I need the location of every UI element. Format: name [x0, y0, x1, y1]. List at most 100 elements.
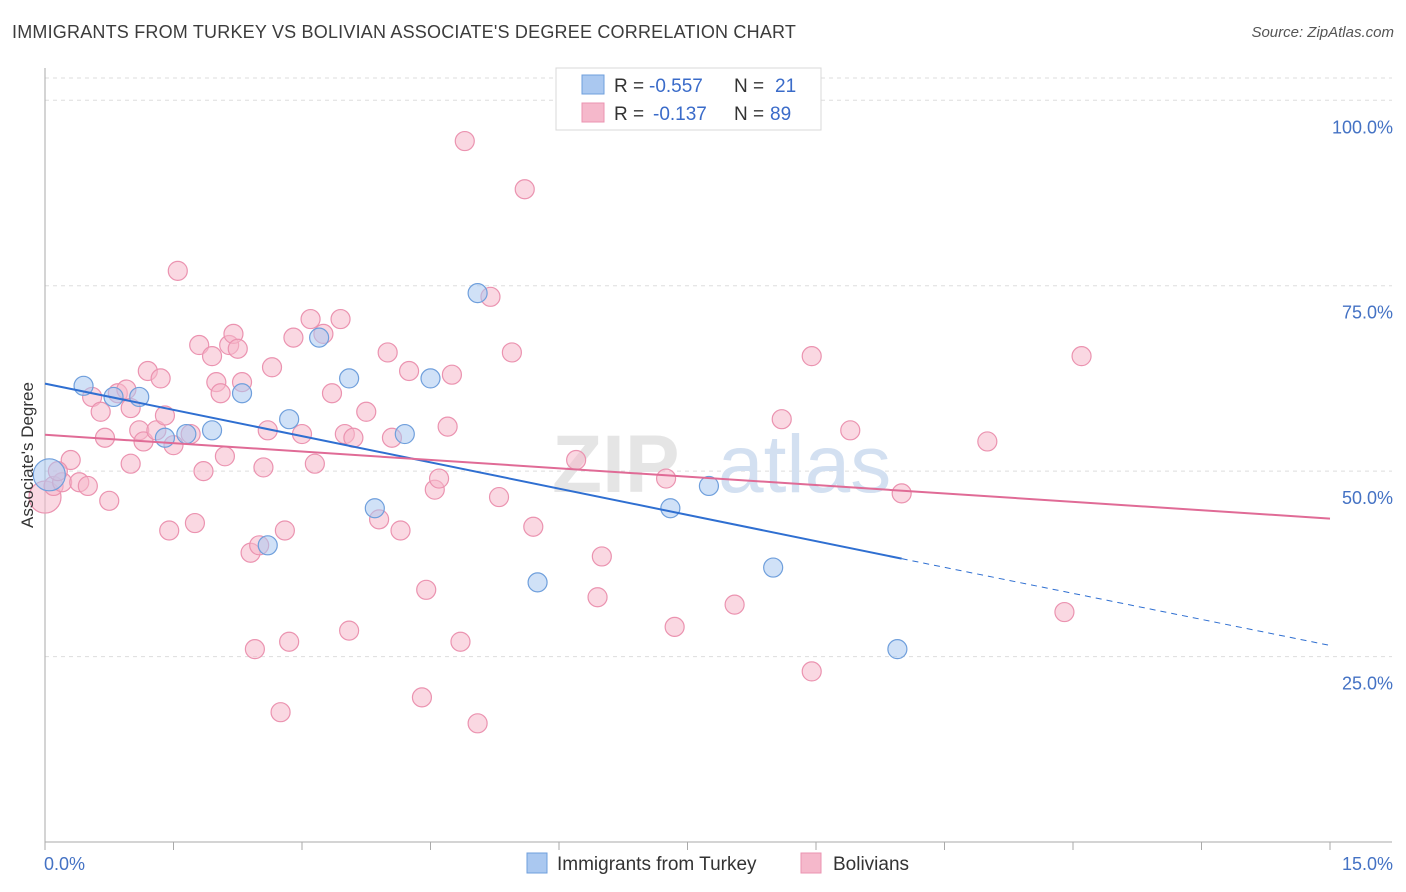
point-bolivians-82 — [840, 420, 861, 441]
legend-n-value-bolivians: 89 — [770, 104, 791, 125]
legend-swatch-bolivians — [581, 102, 605, 123]
legend-r-value-bolivians: -0.137 — [653, 104, 707, 125]
series-legend-label-bolivians: Bolivians — [833, 854, 909, 875]
point-bolivians-66 — [454, 130, 475, 152]
point-bolivians-69 — [488, 486, 510, 508]
point-bolivians-75 — [591, 546, 612, 567]
point-bolivians-77 — [664, 616, 685, 637]
legend-r-label-bolivians: R = — [614, 104, 644, 125]
point-bolivians-48 — [321, 383, 343, 404]
source-credit: Source: ZipAtlas.com — [1251, 24, 1394, 41]
point-bolivians-65 — [450, 631, 471, 652]
point-bolivians-42 — [279, 631, 300, 652]
trend-line-turkey-extension — [901, 558, 1331, 646]
point-bolivians-60 — [416, 579, 437, 600]
point-bolivians-62 — [428, 468, 450, 489]
point-bolivians-25 — [193, 461, 214, 482]
point-bolivians-32 — [227, 338, 248, 359]
point-bolivians-63 — [437, 416, 458, 437]
point-bolivians-17 — [150, 368, 171, 389]
x-tick-label-0: 0.0% — [44, 854, 85, 874]
point-turkey-16 — [527, 572, 548, 593]
tick-labels: 25.0% 50.0% 75.0% 100.0% 0.0% 15.0% — [44, 117, 1393, 874]
point-bolivians-46 — [304, 453, 325, 474]
point-turkey-15 — [467, 283, 488, 304]
point-bolivians-39 — [261, 357, 283, 378]
point-bolivians-80 — [801, 346, 822, 367]
series-legend-swatch-bolivians — [800, 852, 822, 874]
point-bolivians-37 — [253, 457, 274, 478]
point-bolivians-45 — [300, 308, 321, 330]
point-bolivians-7 — [90, 401, 111, 422]
trend-line-turkey — [44, 382, 902, 560]
point-bolivians-76 — [655, 468, 677, 489]
point-bolivians-81 — [801, 661, 822, 682]
point-bolivians-40 — [270, 702, 291, 723]
legend-n-value-turkey: 21 — [775, 76, 796, 97]
x-tick-label-1: 15.0% — [1342, 854, 1393, 874]
y-tick-label-3: 100.0% — [1332, 117, 1393, 137]
point-bolivians-86 — [1071, 346, 1092, 367]
point-turkey-5 — [176, 423, 197, 445]
watermark: ZIP atlas — [552, 419, 891, 510]
point-turkey-7 — [231, 383, 253, 404]
legend-r-label-turkey: R = — [614, 76, 644, 97]
legend-n-label-bolivians: N = — [734, 104, 764, 125]
y-tick-label-0: 25.0% — [1342, 674, 1393, 694]
data-points — [28, 130, 1092, 734]
point-bolivians-51 — [339, 620, 360, 641]
point-turkey-8 — [257, 535, 278, 556]
point-bolivians-79 — [771, 409, 792, 430]
point-bolivians-21 — [167, 260, 188, 281]
point-bolivians-53 — [356, 401, 377, 422]
point-bolivians-84 — [977, 431, 998, 452]
point-bolivians-5 — [77, 475, 98, 497]
point-bolivians-70 — [501, 342, 522, 363]
point-bolivians-29 — [214, 446, 235, 467]
point-bolivians-35 — [244, 639, 265, 660]
point-turkey-20 — [887, 639, 908, 660]
point-bolivians-71 — [514, 179, 535, 200]
point-bolivians-3 — [60, 449, 81, 471]
point-bolivians-18 — [154, 405, 176, 426]
point-bolivians-9 — [99, 490, 120, 511]
grid-lines — [45, 77, 1392, 658]
point-bolivians-28 — [210, 383, 231, 404]
point-bolivians-57 — [390, 520, 411, 541]
point-bolivians-19 — [159, 520, 180, 541]
point-turkey-6 — [201, 420, 223, 441]
point-turkey-0 — [32, 458, 66, 492]
point-turkey-10 — [309, 327, 330, 348]
legend-n-label-turkey: N = — [734, 76, 764, 97]
point-turkey-17 — [660, 498, 681, 519]
point-turkey-19 — [763, 557, 784, 578]
point-bolivians-59 — [411, 687, 433, 708]
point-bolivians-67 — [467, 713, 488, 734]
point-bolivians-26 — [201, 346, 223, 367]
point-bolivians-72 — [523, 516, 544, 537]
y-tick-label-2: 75.0% — [1342, 303, 1393, 323]
point-turkey-13 — [394, 423, 415, 445]
trend-lines — [44, 382, 1331, 646]
series-legend-swatch-turkey — [526, 852, 548, 874]
legend-swatch-turkey — [581, 74, 605, 95]
point-bolivians-64 — [441, 364, 463, 385]
point-bolivians-55 — [377, 342, 398, 363]
point-bolivians-23 — [184, 512, 206, 534]
point-bolivians-43 — [283, 327, 304, 348]
y-tick-label-1: 50.0% — [1342, 488, 1393, 508]
series-legend: Immigrants from Turkey Bolivians — [526, 852, 909, 875]
watermark-atlas: atlas — [718, 419, 891, 510]
trend-line-bolivians — [44, 433, 1331, 520]
point-turkey-11 — [339, 368, 360, 389]
y-axis-label: Associate's Degree — [18, 382, 37, 528]
point-bolivians-24 — [189, 334, 210, 356]
stats-legend: R = -0.557 N = 21 R = -0.137 N = 89 — [555, 67, 822, 131]
legend-r-value-turkey: -0.557 — [649, 76, 703, 97]
point-bolivians-12 — [120, 453, 141, 474]
point-turkey-9 — [279, 409, 300, 430]
point-bolivians-85 — [1054, 601, 1075, 623]
chart-title: IMMIGRANTS FROM TURKEY VS BOLIVIAN ASSOC… — [12, 22, 797, 42]
point-bolivians-78 — [724, 594, 745, 615]
